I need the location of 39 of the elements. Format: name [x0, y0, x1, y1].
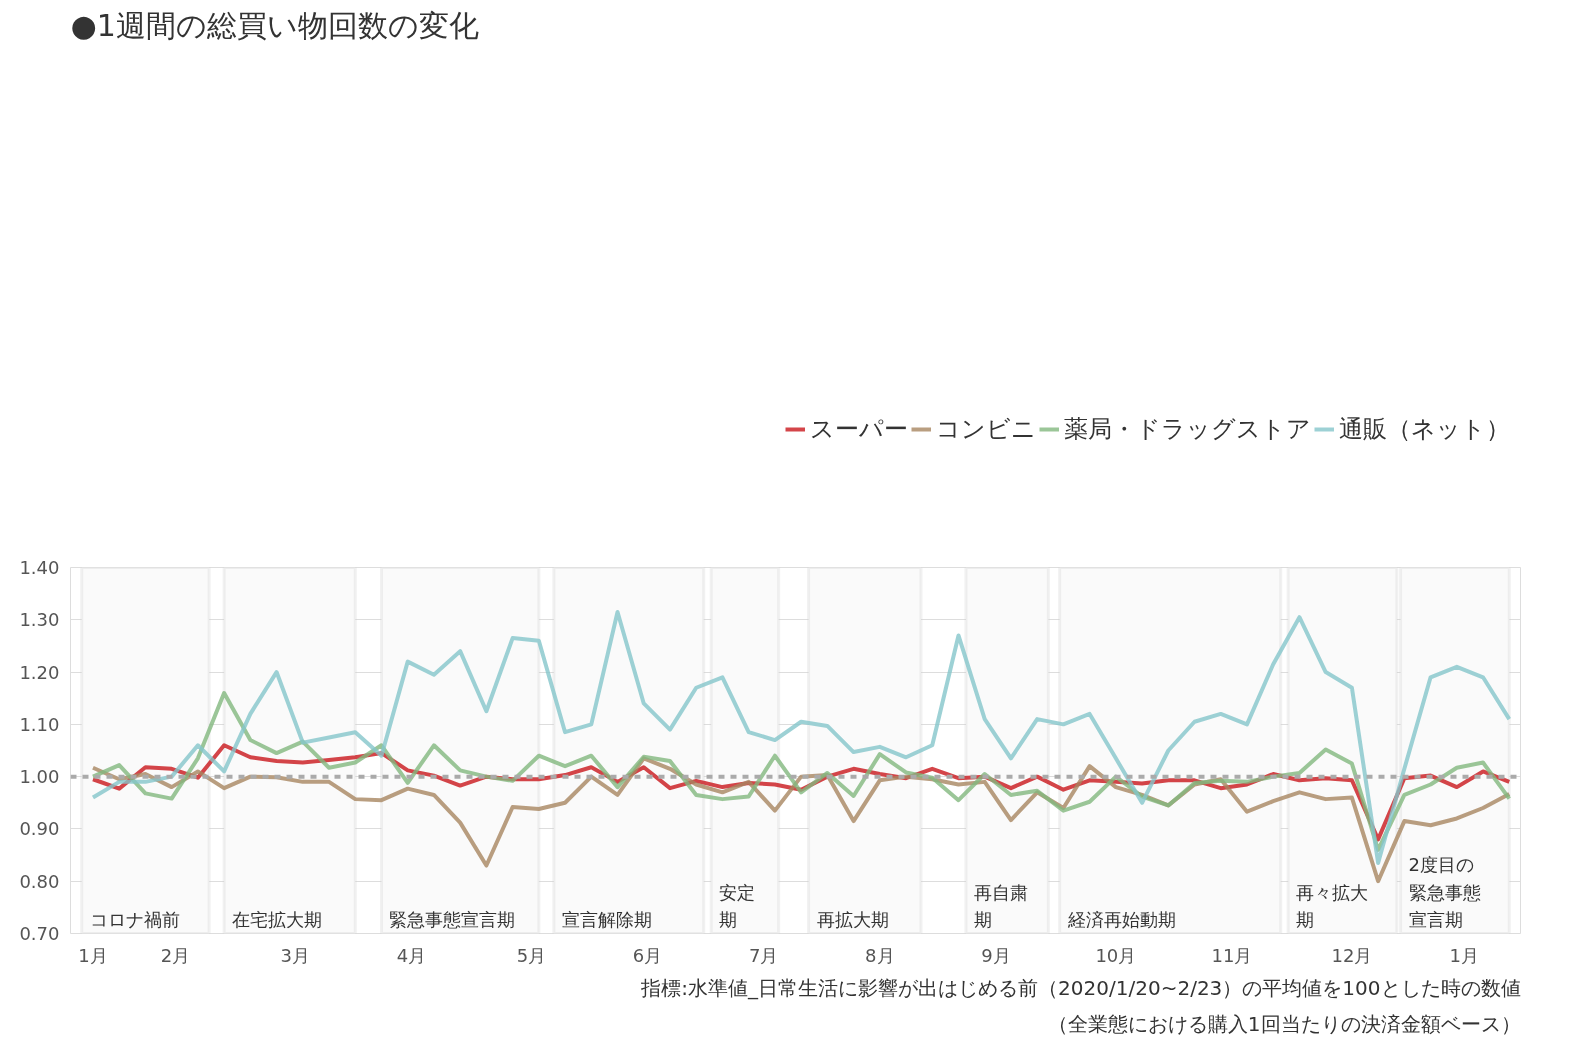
- y-tick-label: 1.20: [19, 661, 60, 683]
- text: （全業態における購入1回当たりの決済金額ベース）: [1047, 1011, 1521, 1036]
- x-tick-label: 6月: [632, 944, 663, 966]
- x-tick-label: 10月: [1095, 944, 1137, 966]
- x-tick-label: 5月: [516, 944, 547, 966]
- text: 指標:水準値_日常生活に影響が出はじめる前（2020/1/20~2/23）の平均値を100とした時の数値: [640, 975, 1521, 1000]
- y-tick-label: 0.90: [19, 818, 60, 840]
- legend-label: コンビニ: [936, 414, 1036, 445]
- x-tick-label: 1月: [78, 944, 108, 966]
- x-tick-label: 2月: [160, 944, 191, 966]
- band-label: 宣言解除期: [561, 908, 652, 930]
- y-tick-label: 1.40: [19, 557, 60, 578]
- legend-label: スーパー: [810, 414, 908, 445]
- x-tick-label: 12月: [1331, 944, 1373, 966]
- band-label: 再拡大期: [816, 908, 889, 930]
- y-tick-label: 1.30: [19, 609, 60, 631]
- y-tick-label: 1.10: [19, 713, 60, 735]
- band-label: 再自粛期: [973, 881, 1028, 930]
- band-label: 安定期: [719, 881, 756, 930]
- band-label: 経済再始動期: [1066, 908, 1176, 930]
- y-tick-label: 0.70: [19, 923, 60, 944]
- band-label: 2度目の緊急事態宣言期: [1408, 854, 1481, 930]
- x-tick-label: 11月: [1211, 944, 1253, 966]
- legend-label: 通販（ネット）: [1339, 414, 1510, 445]
- band-label: 在宅拡大期: [232, 908, 323, 930]
- legend-label: 薬局・ドラッグストア: [1064, 414, 1311, 445]
- x-tick-label: 4月: [396, 944, 427, 966]
- x-tick-label: 3月: [280, 944, 311, 966]
- x-tick-label: 7月: [748, 944, 779, 966]
- x-tick-label: 1月: [1449, 944, 1480, 966]
- band-label: 再々拡大期: [1296, 881, 1369, 930]
- y-tick-label: 0.80: [19, 870, 60, 892]
- band-label: コロナ禍前: [89, 908, 180, 930]
- x-tick-label: 9月: [981, 944, 1011, 966]
- line-series: [90, 690, 1512, 852]
- band-label: 緊急事態宣言期: [389, 908, 516, 930]
- chart-title: ●1週間の総買い物回数の変化: [70, 7, 479, 43]
- x-tick-label: 8月: [865, 944, 895, 966]
- y-tick-label: 1.00: [19, 766, 60, 788]
